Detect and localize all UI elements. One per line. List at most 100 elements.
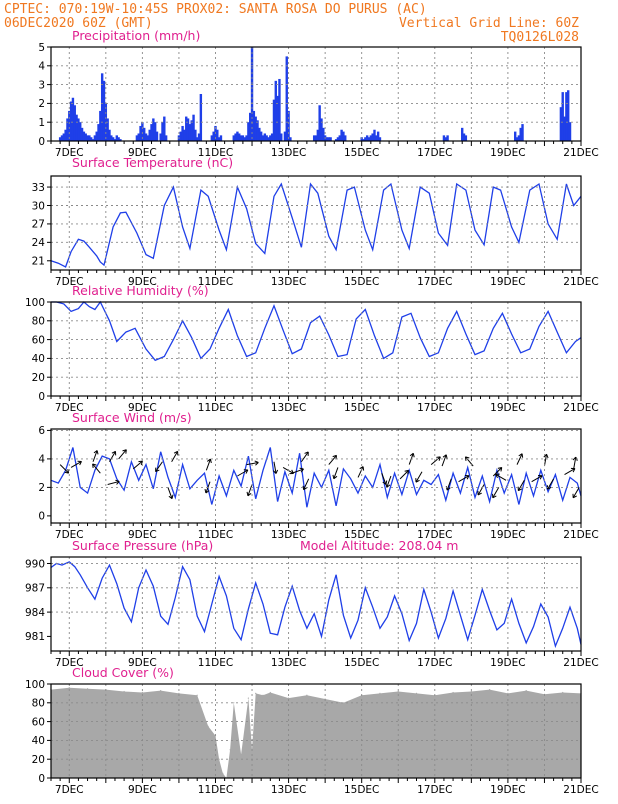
y-tick-label: 2 bbox=[38, 98, 45, 110]
cloud-point bbox=[255, 693, 256, 694]
x-tick-label: 21DEC bbox=[563, 657, 598, 669]
precip-bar bbox=[165, 135, 167, 141]
y-tick-label: 0 bbox=[38, 136, 45, 148]
precip-bar bbox=[465, 135, 467, 141]
cloud-point bbox=[306, 695, 307, 696]
rh-line bbox=[51, 302, 581, 360]
cloud-point bbox=[230, 749, 231, 750]
x-tick-label: 17DEC bbox=[417, 147, 452, 159]
x-tick-label: 21DEC bbox=[563, 276, 598, 288]
x-tick-label: 9DEC bbox=[128, 784, 157, 796]
wind-arrow bbox=[493, 468, 501, 476]
header-line1: CPTEC: 070:19W-10:45S PROX02: SANTA ROSA… bbox=[4, 2, 427, 17]
cloud-point bbox=[178, 693, 179, 694]
cloud-point bbox=[489, 689, 490, 690]
cloud-point bbox=[208, 726, 209, 727]
precip-bar bbox=[200, 94, 202, 141]
cloud-point bbox=[160, 690, 161, 691]
wind-arrow bbox=[119, 450, 127, 459]
wind-arrowhead bbox=[247, 492, 248, 496]
cloud-point bbox=[526, 690, 527, 691]
cloud-point bbox=[262, 695, 263, 696]
wind-arrow bbox=[465, 457, 473, 466]
y-tick-label: 60 bbox=[32, 716, 45, 728]
y-tick-label: 20 bbox=[32, 372, 45, 384]
cloud-point bbox=[379, 693, 380, 694]
wind-arrow bbox=[329, 455, 337, 464]
y-tick-label: 40 bbox=[32, 735, 45, 747]
y-tick-label: 27 bbox=[32, 219, 45, 231]
x-tick-label: 17DEC bbox=[417, 276, 452, 288]
precip-bar bbox=[446, 135, 448, 141]
y-tick-label: 2 bbox=[38, 482, 45, 494]
panel-frame bbox=[51, 557, 581, 651]
y-tick-label: 80 bbox=[32, 698, 45, 710]
y-tick-label: 60 bbox=[32, 334, 45, 346]
panel-frame bbox=[51, 302, 581, 396]
x-tick-label: 15DEC bbox=[344, 147, 379, 159]
y-tick-label: 0 bbox=[38, 773, 45, 785]
panel-title: Surface Temperature (nC) bbox=[72, 155, 233, 170]
x-tick-label: 13DEC bbox=[271, 784, 306, 796]
x-tick-label: 11DEC bbox=[198, 657, 233, 669]
x-tick-label: 15DEC bbox=[344, 276, 379, 288]
wind-arrowhead bbox=[172, 495, 173, 499]
y-tick-label: 33 bbox=[32, 182, 45, 194]
x-tick-label: 13DEC bbox=[271, 402, 306, 414]
y-tick-label: 5 bbox=[38, 42, 45, 54]
cloud-point bbox=[69, 687, 70, 688]
x-tick-label: 19DEC bbox=[490, 276, 525, 288]
precip-bar bbox=[278, 79, 280, 141]
header-line3-right: TQ0126L028 bbox=[501, 30, 579, 45]
x-tick-label: 19DEC bbox=[490, 402, 525, 414]
x-tick-label: 21DEC bbox=[563, 529, 598, 541]
x-tick-label: 15DEC bbox=[344, 402, 379, 414]
y-tick-label: 20 bbox=[32, 754, 45, 766]
cloud-point bbox=[562, 692, 563, 693]
x-tick-label: 15DEC bbox=[344, 784, 379, 796]
y-tick-label: 30 bbox=[32, 200, 45, 212]
wind-arrow bbox=[133, 461, 142, 469]
wind-arrowhead bbox=[522, 454, 523, 458]
cloud-point bbox=[219, 759, 220, 760]
precip-bar bbox=[280, 133, 282, 141]
precip-bar bbox=[521, 124, 523, 141]
wind-arrowhead bbox=[126, 450, 127, 454]
wind-arrowhead bbox=[210, 459, 211, 463]
y-tick-label: 990 bbox=[25, 558, 45, 570]
cloud-point bbox=[142, 692, 143, 693]
x-tick-label: 15DEC bbox=[344, 657, 379, 669]
x-tick-label: 19DEC bbox=[490, 147, 525, 159]
y-tick-label: 981 bbox=[25, 631, 45, 643]
panel-title: Precipitation (mm/h) bbox=[72, 28, 200, 43]
panel-title: Cloud Cover (%) bbox=[72, 665, 174, 680]
wind-arrowhead bbox=[446, 455, 447, 459]
precip-bar bbox=[344, 135, 346, 141]
x-tick-label: 11DEC bbox=[198, 402, 233, 414]
wind-arrowhead bbox=[386, 483, 387, 487]
wind-arrowhead bbox=[333, 475, 334, 479]
panel-title: Surface Wind (m/s) bbox=[72, 410, 192, 425]
panel-title: Relative Humidity (%) bbox=[72, 283, 209, 298]
cloud-point bbox=[233, 702, 234, 703]
temp-line bbox=[51, 184, 581, 267]
x-tick-label: 17DEC bbox=[417, 657, 452, 669]
cloud-point bbox=[288, 698, 289, 699]
y-tick-label: 6 bbox=[38, 425, 45, 437]
x-tick-label: 19DEC bbox=[490, 784, 525, 796]
wind-arrowhead bbox=[300, 468, 304, 469]
wind-arrowhead bbox=[97, 450, 98, 454]
y-tick-label: 100 bbox=[25, 679, 45, 691]
x-tick-label: 13DEC bbox=[271, 147, 306, 159]
y-tick-label: 3 bbox=[38, 79, 45, 91]
cloud-point bbox=[87, 688, 88, 689]
panel-frame bbox=[51, 47, 581, 141]
y-tick-label: 100 bbox=[25, 297, 45, 309]
x-tick-label: 13DEC bbox=[271, 657, 306, 669]
